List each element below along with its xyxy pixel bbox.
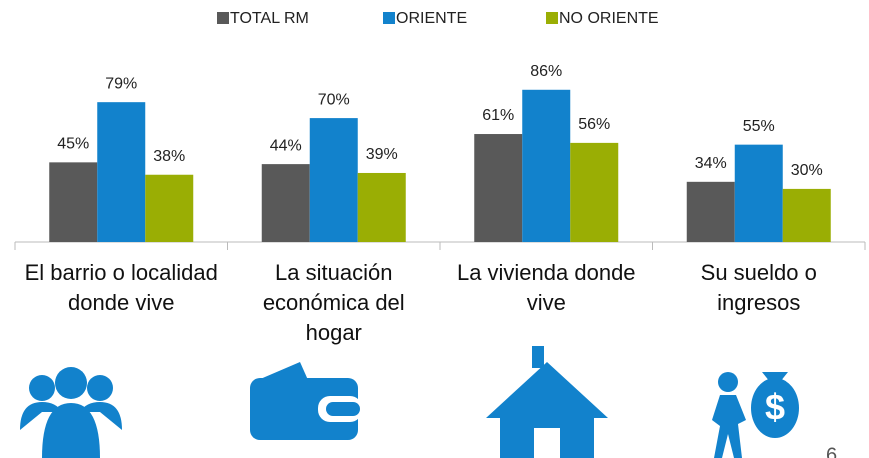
x-tick-label: Su sueldo o ingresos [700,260,817,315]
bar [474,134,523,242]
value-label: 44% [270,137,302,154]
legend-swatch [217,12,229,24]
x-tick-label: El barrio o localidad donde vive [24,260,218,315]
bar [261,164,310,242]
bar [570,142,619,242]
value-label: 86% [530,63,562,80]
bar [49,162,98,242]
legend-label: TOTAL RM [230,10,309,27]
value-label: 45% [57,136,89,153]
value-label: 61% [482,107,514,124]
dollar-icon: $ [765,387,785,428]
bar [357,172,406,242]
bar [782,188,831,242]
value-label: 70% [318,91,350,108]
value-label: 38% [153,148,185,165]
x-tick-label: La vivienda donde vive [456,260,636,315]
legend-swatch [546,12,558,24]
legend-swatch [383,12,395,24]
bar [734,144,783,242]
value-label: 34% [695,155,727,172]
icons: $ [20,346,799,458]
legend-label: NO ORIENTE [559,10,659,27]
legend-label: ORIENTE [396,10,467,27]
bar [686,181,735,242]
value-label: 39% [366,146,398,163]
value-label: 55% [743,118,775,135]
bar [309,118,358,242]
x-tick-label: La situación económica del hogar [262,260,405,345]
value-label: 56% [578,116,610,133]
bar [522,89,571,242]
bar [97,102,146,242]
bar [145,174,194,242]
value-label: 79% [105,75,137,92]
value-label: 30% [791,162,823,179]
page-number: 6 [826,444,837,458]
